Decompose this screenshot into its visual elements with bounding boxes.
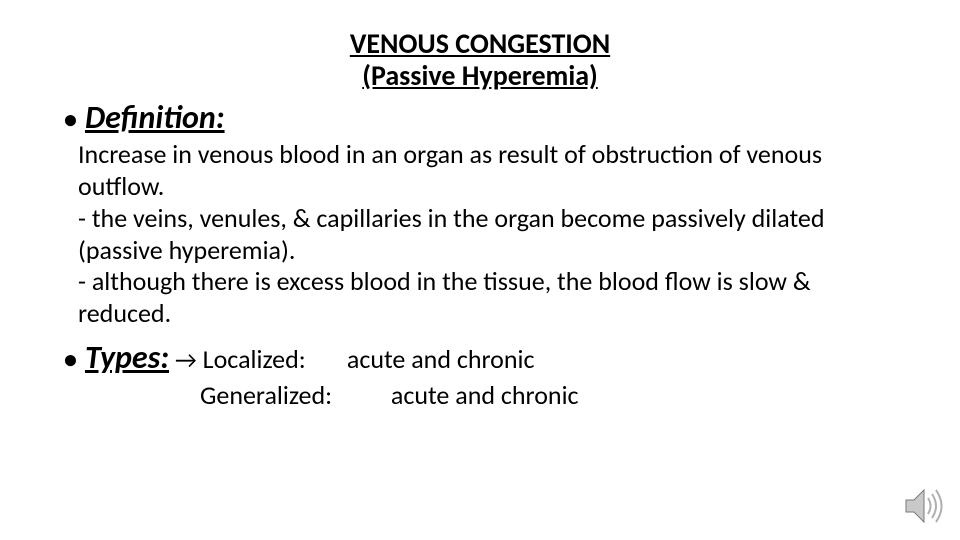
bullet-dot: •: [64, 346, 77, 372]
bullet-dot: •: [64, 106, 77, 132]
types-block: • Types: → Localized: acute and chronic …: [64, 338, 904, 411]
definition-line: - the veins, venules, & capillaries in t…: [78, 203, 904, 266]
speaker-icon: [902, 484, 946, 528]
slide: VENOUS CONGESTION (Passive Hyperemia) • …: [0, 0, 960, 540]
types-localized-value: acute and chronic: [347, 343, 535, 375]
title-block: VENOUS CONGESTION (Passive Hyperemia): [56, 28, 904, 92]
definition-heading-row: • Definition:: [56, 98, 904, 137]
definition-body: Increase in venous blood in an organ as …: [78, 139, 904, 329]
types-localized-label: Localized:: [203, 343, 306, 375]
definition-line: Increase in venous blood in an organ as …: [78, 139, 904, 202]
types-line-localized: • Types: → Localized: acute and chronic: [64, 338, 904, 377]
title-main: VENOUS CONGESTION: [56, 28, 904, 60]
types-generalized-value: acute and chronic: [391, 379, 579, 411]
types-generalized-label: Generalized:: [200, 379, 332, 411]
definition-line: - although there is excess blood in the …: [78, 266, 904, 329]
types-heading: Types:: [85, 338, 169, 377]
types-line-generalized: Generalized: acute and chronic: [200, 379, 904, 411]
types-localized: → Localized: acute and chronic: [175, 343, 534, 375]
definition-heading: Definition:: [85, 98, 225, 137]
arrow-right-icon: →: [175, 346, 197, 375]
title-subtitle: (Passive Hyperemia): [56, 60, 904, 92]
